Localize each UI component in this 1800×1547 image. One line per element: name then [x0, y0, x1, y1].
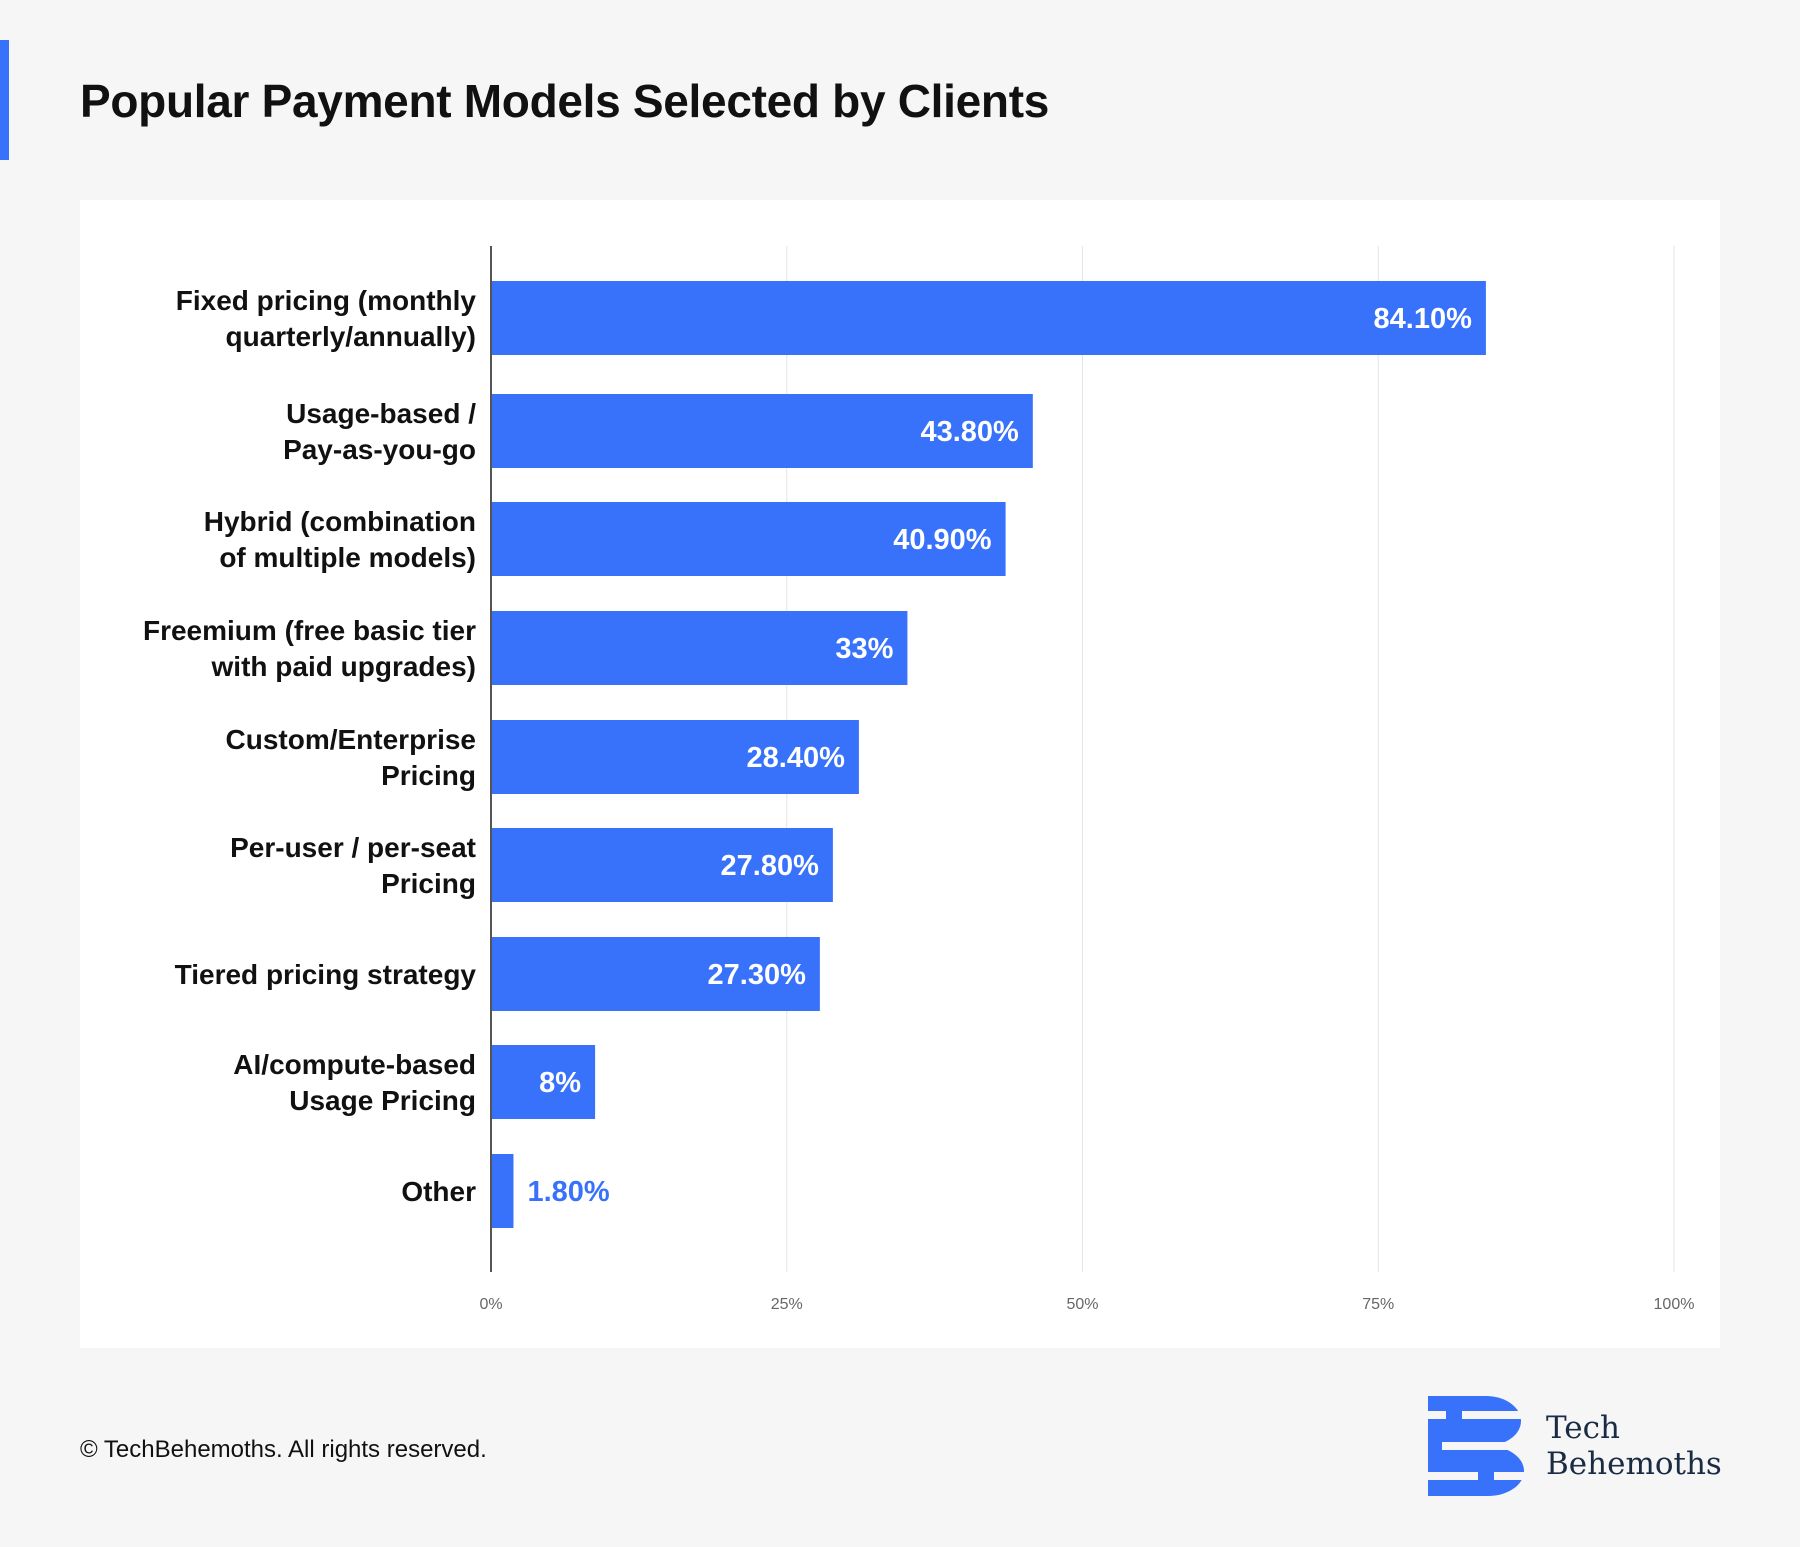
bar-value-label: 27.30%	[708, 959, 807, 991]
category-label-line: with paid upgrades)	[211, 651, 476, 682]
bar	[491, 1154, 514, 1228]
chart-panel: 84.10% 43.80% 40.90% 33% 28.40% 27.80% 27.30% 8…	[80, 200, 1720, 1348]
category-label-line: Pay-as-you-go	[283, 434, 476, 465]
bar	[491, 828, 833, 902]
bar-value-label: 1.80%	[527, 1176, 609, 1208]
category-label: AI/compute-based Usage Pricing	[233, 1049, 476, 1116]
bar	[491, 611, 908, 685]
bar-value-label: 33%	[835, 633, 893, 665]
techbehemoths-logo-icon	[1428, 1396, 1524, 1496]
category-label-line: Hybrid (combination	[204, 506, 476, 537]
bar	[491, 502, 1006, 576]
category-label: Freemium (free basic tier with paid upgra…	[143, 615, 476, 682]
logo-text-line2: Behemoths	[1546, 1446, 1722, 1482]
x-tick-label: 25%	[771, 1296, 803, 1313]
bar-value-label: 43.80%	[920, 416, 1019, 448]
category-label-line: quarterly/annually)	[225, 321, 476, 352]
category-label: Per-user / per-seat Pricing	[230, 832, 476, 899]
category-label-line: Per-user / per-seat	[230, 832, 476, 863]
logo-wordmark: Tech Behemoths	[1546, 1410, 1722, 1482]
page-title: Popular Payment Models Selected by Clien…	[80, 75, 1050, 127]
bar-value-label: 8%	[539, 1067, 581, 1099]
category-label-line: Usage-based /	[286, 398, 476, 429]
category-label-line: AI/compute-based	[233, 1049, 476, 1080]
bar	[491, 720, 859, 794]
logo-text-line1: Tech	[1546, 1410, 1620, 1446]
bar-value-label: 27.80%	[721, 850, 820, 882]
x-tick-label: 50%	[1066, 1296, 1098, 1313]
title-accent-bar	[0, 40, 9, 160]
category-label-line: Usage Pricing	[289, 1085, 476, 1116]
category-label: Tiered pricing strategy	[175, 959, 477, 990]
x-tick-label: 100%	[1654, 1296, 1695, 1313]
category-label-line: Pricing	[381, 760, 476, 791]
category-label-line: Other	[401, 1176, 476, 1207]
bar	[491, 1045, 596, 1119]
copyright-notice: © TechBehemoths. All rights reserved.	[80, 1436, 487, 1463]
category-label-line: Freemium (free basic tier	[143, 615, 476, 646]
category-label-line: Custom/Enterprise	[226, 724, 477, 755]
category-label: Other	[401, 1176, 476, 1207]
category-label-line: Pricing	[381, 868, 476, 899]
category-label-line: Tiered pricing strategy	[175, 959, 477, 990]
category-label: Fixed pricing (monthly quarterly/annually…	[176, 285, 477, 352]
category-label: Hybrid (combination of multiple models)	[204, 506, 476, 573]
category-label-line: of multiple models)	[219, 542, 476, 573]
bar-value-label: 28.40%	[747, 742, 846, 774]
x-tick-label: 0%	[479, 1296, 502, 1313]
techbehemoths-logo[interactable]: Tech Behemoths	[1428, 1396, 1728, 1500]
category-label: Usage-based / Pay-as-you-go	[283, 398, 476, 465]
bar-value-label: 40.90%	[893, 524, 992, 556]
bar	[491, 394, 1033, 468]
bar	[491, 281, 1486, 355]
category-label-line: Fixed pricing (monthly	[176, 285, 477, 316]
bar	[491, 937, 820, 1011]
x-tick-label: 75%	[1362, 1296, 1394, 1313]
bar-chart: 84.10% 43.80% 40.90% 33% 28.40% 27.80% 27.30% 8…	[143, 246, 1695, 1313]
category-label: Custom/Enterprise Pricing	[226, 724, 477, 791]
bar-value-label: 84.10%	[1374, 303, 1473, 335]
